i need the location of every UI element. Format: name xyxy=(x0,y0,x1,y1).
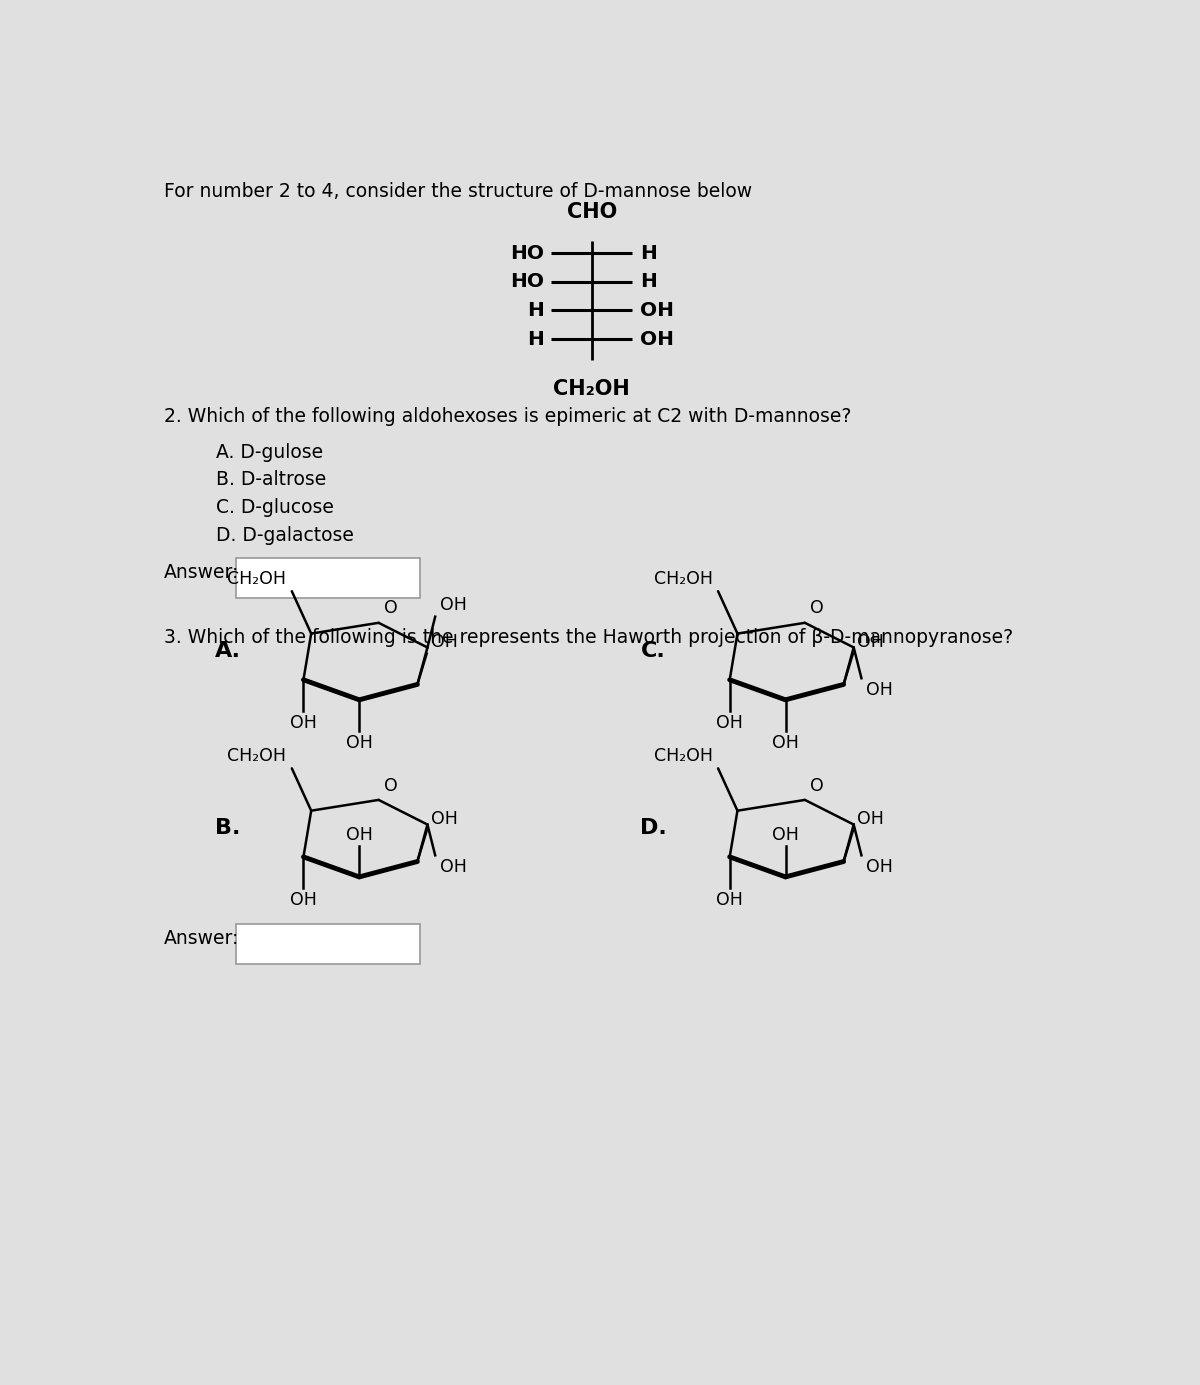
Text: OH: OH xyxy=(716,713,743,731)
Text: B. D-altrose: B. D-altrose xyxy=(216,471,326,489)
Text: A.: A. xyxy=(215,641,240,661)
Text: O: O xyxy=(810,777,824,795)
Text: CH₂OH: CH₂OH xyxy=(228,748,287,766)
FancyBboxPatch shape xyxy=(236,924,420,964)
Text: O: O xyxy=(384,600,398,618)
Text: OH: OH xyxy=(857,810,883,828)
Text: D.: D. xyxy=(641,819,667,838)
Text: C. D-glucose: C. D-glucose xyxy=(216,499,334,517)
Text: OH: OH xyxy=(772,734,799,752)
Text: OH: OH xyxy=(290,891,317,909)
Text: CH₂OH: CH₂OH xyxy=(654,748,713,766)
Text: OH: OH xyxy=(866,859,893,877)
Text: OH: OH xyxy=(431,633,457,651)
Text: 3. Which of the following is the represents the Haworth projection of β-D-mannop: 3. Which of the following is the represe… xyxy=(164,629,1013,647)
Text: OH: OH xyxy=(290,713,317,731)
Text: 2. Which of the following aldohexoses is epimeric at C2 with D-mannose?: 2. Which of the following aldohexoses is… xyxy=(164,407,851,427)
Text: OH: OH xyxy=(716,891,743,909)
Text: H: H xyxy=(527,330,544,349)
Text: CH₂OH: CH₂OH xyxy=(228,571,287,589)
Text: OH: OH xyxy=(640,301,674,320)
Text: HO: HO xyxy=(510,244,544,263)
Text: OH: OH xyxy=(640,330,674,349)
Text: HO: HO xyxy=(510,273,544,291)
Text: OH: OH xyxy=(440,859,467,877)
Text: H: H xyxy=(527,301,544,320)
Text: O: O xyxy=(810,600,824,618)
Text: OH: OH xyxy=(772,825,799,843)
Text: OH: OH xyxy=(346,825,373,843)
Text: B.: B. xyxy=(215,819,240,838)
Text: O: O xyxy=(384,777,398,795)
Text: Answer:: Answer: xyxy=(164,928,239,947)
Text: D. D-galactose: D. D-galactose xyxy=(216,526,354,544)
Text: OH: OH xyxy=(440,596,467,614)
Text: CH₂OH: CH₂OH xyxy=(553,378,630,399)
Text: CHO: CHO xyxy=(566,202,617,223)
Text: C.: C. xyxy=(641,641,666,661)
Text: A. D-gulose: A. D-gulose xyxy=(216,443,323,461)
Text: CH₂OH: CH₂OH xyxy=(654,571,713,589)
Text: OH: OH xyxy=(857,633,883,651)
Text: OH: OH xyxy=(866,681,893,699)
Text: OH: OH xyxy=(431,810,457,828)
FancyBboxPatch shape xyxy=(236,558,420,598)
Text: Answer:: Answer: xyxy=(164,562,239,582)
Text: OH: OH xyxy=(346,734,373,752)
Text: For number 2 to 4, consider the structure of D-mannose below: For number 2 to 4, consider the structur… xyxy=(164,181,752,201)
Text: H: H xyxy=(640,244,656,263)
Text: H: H xyxy=(640,273,656,291)
